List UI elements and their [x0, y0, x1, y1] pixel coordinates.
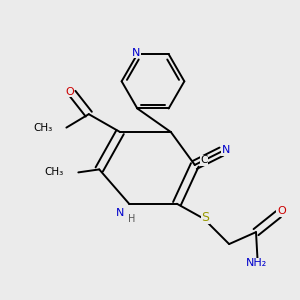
Text: N: N — [222, 145, 230, 155]
Text: O: O — [65, 87, 74, 97]
Text: H: H — [128, 214, 136, 224]
Text: N: N — [132, 48, 140, 58]
Text: CH₃: CH₃ — [44, 167, 63, 177]
Text: N: N — [116, 208, 124, 218]
Text: O: O — [277, 206, 286, 216]
Text: S: S — [201, 211, 209, 224]
Text: NH₂: NH₂ — [245, 259, 267, 269]
Text: C: C — [200, 155, 208, 165]
Text: CH₃: CH₃ — [34, 123, 53, 133]
